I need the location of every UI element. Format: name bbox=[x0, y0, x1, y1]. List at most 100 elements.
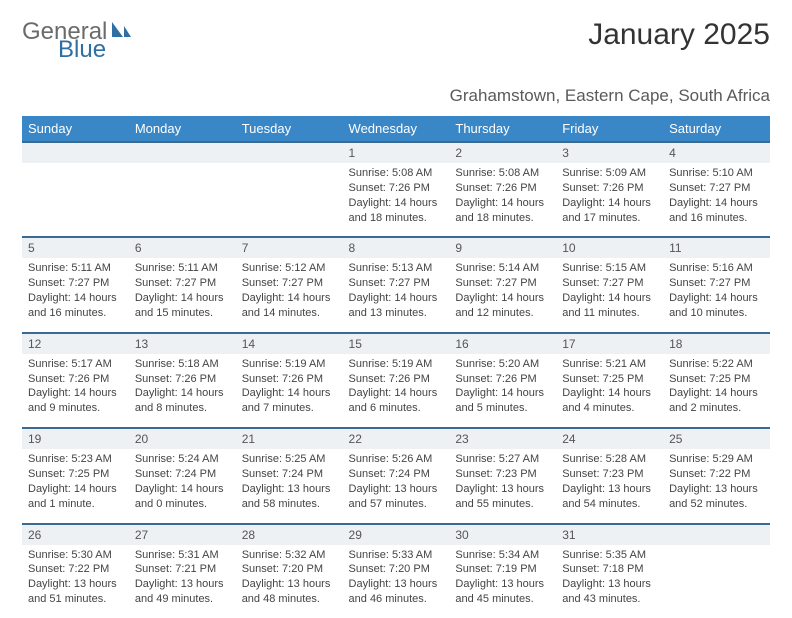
sunrise-text: Sunrise: 5:19 AM bbox=[242, 357, 337, 372]
day-details: Sunrise: 5:31 AMSunset: 7:21 PMDaylight:… bbox=[129, 545, 236, 617]
daylight-text-2: and 52 minutes. bbox=[669, 497, 764, 512]
sunset-text: Sunset: 7:26 PM bbox=[135, 372, 230, 387]
day-details: Sunrise: 5:29 AMSunset: 7:22 PMDaylight:… bbox=[663, 449, 770, 521]
daylight-text-2: and 55 minutes. bbox=[455, 497, 550, 512]
sunset-text: Sunset: 7:18 PM bbox=[562, 562, 657, 577]
daylight-text-2: and 18 minutes. bbox=[349, 211, 444, 226]
daylight-text-1: Daylight: 14 hours bbox=[455, 386, 550, 401]
day-details-blank bbox=[22, 163, 129, 225]
daylight-text-2: and 54 minutes. bbox=[562, 497, 657, 512]
calendar-day-cell: 29Sunrise: 5:33 AMSunset: 7:20 PMDayligh… bbox=[343, 522, 450, 617]
daylight-text-2: and 17 minutes. bbox=[562, 211, 657, 226]
day-details: Sunrise: 5:21 AMSunset: 7:25 PMDaylight:… bbox=[556, 354, 663, 426]
sunset-text: Sunset: 7:26 PM bbox=[455, 372, 550, 387]
day-number-blank bbox=[129, 141, 236, 163]
daylight-text-1: Daylight: 13 hours bbox=[562, 577, 657, 592]
calendar-day-cell: 15Sunrise: 5:19 AMSunset: 7:26 PMDayligh… bbox=[343, 331, 450, 426]
weekday-header: Saturday bbox=[663, 116, 770, 141]
calendar-day-cell: 20Sunrise: 5:24 AMSunset: 7:24 PMDayligh… bbox=[129, 427, 236, 522]
weekday-header: Monday bbox=[129, 116, 236, 141]
daylight-text-1: Daylight: 14 hours bbox=[669, 291, 764, 306]
day-number: 12 bbox=[22, 332, 129, 354]
daylight-text-1: Daylight: 14 hours bbox=[455, 291, 550, 306]
daylight-text-2: and 57 minutes. bbox=[349, 497, 444, 512]
calendar-day-cell: 17Sunrise: 5:21 AMSunset: 7:25 PMDayligh… bbox=[556, 331, 663, 426]
day-number: 25 bbox=[663, 427, 770, 449]
calendar-day-cell: 13Sunrise: 5:18 AMSunset: 7:26 PMDayligh… bbox=[129, 331, 236, 426]
day-number: 7 bbox=[236, 236, 343, 258]
day-details: Sunrise: 5:14 AMSunset: 7:27 PMDaylight:… bbox=[449, 258, 556, 330]
sunrise-text: Sunrise: 5:20 AM bbox=[455, 357, 550, 372]
daylight-text-1: Daylight: 13 hours bbox=[455, 577, 550, 592]
day-number: 28 bbox=[236, 523, 343, 545]
calendar-table: Sunday Monday Tuesday Wednesday Thursday… bbox=[22, 116, 770, 618]
sunrise-text: Sunrise: 5:34 AM bbox=[455, 548, 550, 563]
calendar-day-cell: 11Sunrise: 5:16 AMSunset: 7:27 PMDayligh… bbox=[663, 236, 770, 331]
weekday-header: Friday bbox=[556, 116, 663, 141]
calendar-day-cell: 26Sunrise: 5:30 AMSunset: 7:22 PMDayligh… bbox=[22, 522, 129, 617]
calendar-day-cell: 9Sunrise: 5:14 AMSunset: 7:27 PMDaylight… bbox=[449, 236, 556, 331]
daylight-text-2: and 13 minutes. bbox=[349, 306, 444, 321]
weekday-header: Wednesday bbox=[343, 116, 450, 141]
sunset-text: Sunset: 7:27 PM bbox=[242, 276, 337, 291]
calendar-week-row: 1Sunrise: 5:08 AMSunset: 7:26 PMDaylight… bbox=[22, 141, 770, 236]
sunset-text: Sunset: 7:22 PM bbox=[28, 562, 123, 577]
sunset-text: Sunset: 7:26 PM bbox=[349, 372, 444, 387]
daylight-text-2: and 6 minutes. bbox=[349, 401, 444, 416]
day-details: Sunrise: 5:13 AMSunset: 7:27 PMDaylight:… bbox=[343, 258, 450, 330]
sunset-text: Sunset: 7:25 PM bbox=[28, 467, 123, 482]
sunset-text: Sunset: 7:22 PM bbox=[669, 467, 764, 482]
sunrise-text: Sunrise: 5:16 AM bbox=[669, 261, 764, 276]
sunrise-text: Sunrise: 5:30 AM bbox=[28, 548, 123, 563]
daylight-text-1: Daylight: 13 hours bbox=[669, 482, 764, 497]
day-number: 22 bbox=[343, 427, 450, 449]
day-number: 16 bbox=[449, 332, 556, 354]
daylight-text-1: Daylight: 13 hours bbox=[562, 482, 657, 497]
day-number: 3 bbox=[556, 141, 663, 163]
day-number: 6 bbox=[129, 236, 236, 258]
day-number: 24 bbox=[556, 427, 663, 449]
daylight-text-1: Daylight: 13 hours bbox=[28, 577, 123, 592]
daylight-text-1: Daylight: 14 hours bbox=[349, 196, 444, 211]
calendar-day-cell: 1Sunrise: 5:08 AMSunset: 7:26 PMDaylight… bbox=[343, 141, 450, 236]
daylight-text-1: Daylight: 13 hours bbox=[242, 482, 337, 497]
day-number: 8 bbox=[343, 236, 450, 258]
calendar-day-cell: 2Sunrise: 5:08 AMSunset: 7:26 PMDaylight… bbox=[449, 141, 556, 236]
daylight-text-1: Daylight: 14 hours bbox=[28, 386, 123, 401]
daylight-text-2: and 46 minutes. bbox=[349, 592, 444, 607]
calendar-day-cell: 28Sunrise: 5:32 AMSunset: 7:20 PMDayligh… bbox=[236, 522, 343, 617]
sunset-text: Sunset: 7:26 PM bbox=[349, 181, 444, 196]
sunset-text: Sunset: 7:19 PM bbox=[455, 562, 550, 577]
sunrise-text: Sunrise: 5:35 AM bbox=[562, 548, 657, 563]
sunset-text: Sunset: 7:26 PM bbox=[242, 372, 337, 387]
sunrise-text: Sunrise: 5:18 AM bbox=[135, 357, 230, 372]
sunset-text: Sunset: 7:27 PM bbox=[349, 276, 444, 291]
day-details: Sunrise: 5:17 AMSunset: 7:26 PMDaylight:… bbox=[22, 354, 129, 426]
sunrise-text: Sunrise: 5:19 AM bbox=[349, 357, 444, 372]
sunset-text: Sunset: 7:26 PM bbox=[562, 181, 657, 196]
day-details-blank bbox=[663, 545, 770, 607]
sunset-text: Sunset: 7:24 PM bbox=[242, 467, 337, 482]
daylight-text-2: and 15 minutes. bbox=[135, 306, 230, 321]
day-details: Sunrise: 5:08 AMSunset: 7:26 PMDaylight:… bbox=[449, 163, 556, 235]
day-details: Sunrise: 5:28 AMSunset: 7:23 PMDaylight:… bbox=[556, 449, 663, 521]
day-details: Sunrise: 5:10 AMSunset: 7:27 PMDaylight:… bbox=[663, 163, 770, 235]
day-number: 2 bbox=[449, 141, 556, 163]
sunset-text: Sunset: 7:21 PM bbox=[135, 562, 230, 577]
day-details: Sunrise: 5:19 AMSunset: 7:26 PMDaylight:… bbox=[343, 354, 450, 426]
sunrise-text: Sunrise: 5:14 AM bbox=[455, 261, 550, 276]
daylight-text-1: Daylight: 14 hours bbox=[135, 291, 230, 306]
calendar-day-cell: 7Sunrise: 5:12 AMSunset: 7:27 PMDaylight… bbox=[236, 236, 343, 331]
calendar-day-cell bbox=[663, 522, 770, 617]
sunrise-text: Sunrise: 5:09 AM bbox=[562, 166, 657, 181]
day-details: Sunrise: 5:12 AMSunset: 7:27 PMDaylight:… bbox=[236, 258, 343, 330]
sunrise-text: Sunrise: 5:24 AM bbox=[135, 452, 230, 467]
day-details: Sunrise: 5:35 AMSunset: 7:18 PMDaylight:… bbox=[556, 545, 663, 617]
day-number-blank bbox=[663, 523, 770, 545]
calendar-day-cell: 6Sunrise: 5:11 AMSunset: 7:27 PMDaylight… bbox=[129, 236, 236, 331]
day-details: Sunrise: 5:08 AMSunset: 7:26 PMDaylight:… bbox=[343, 163, 450, 235]
daylight-text-1: Daylight: 14 hours bbox=[242, 291, 337, 306]
daylight-text-1: Daylight: 13 hours bbox=[455, 482, 550, 497]
sunrise-text: Sunrise: 5:15 AM bbox=[562, 261, 657, 276]
day-number: 20 bbox=[129, 427, 236, 449]
